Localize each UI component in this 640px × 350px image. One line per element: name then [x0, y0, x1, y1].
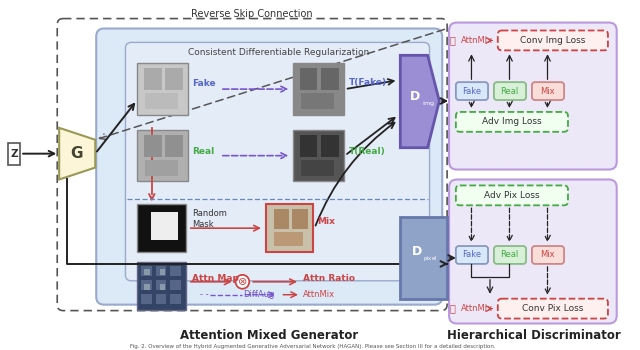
Bar — [165, 68, 183, 90]
Text: Attention Mixed Generator: Attention Mixed Generator — [180, 329, 358, 342]
Bar — [293, 63, 344, 115]
Text: Mix: Mix — [317, 217, 335, 226]
Text: Z: Z — [10, 149, 18, 159]
Bar — [159, 269, 165, 275]
Text: Reverse Skip Connection: Reverse Skip Connection — [191, 9, 313, 19]
FancyBboxPatch shape — [532, 246, 564, 264]
Text: - -: - - — [200, 290, 208, 299]
Bar — [274, 209, 289, 229]
Bar — [8, 143, 20, 164]
Bar — [156, 294, 166, 304]
Bar — [151, 212, 178, 240]
Text: T(Fake): T(Fake) — [349, 78, 387, 87]
FancyBboxPatch shape — [494, 82, 526, 100]
FancyBboxPatch shape — [498, 30, 608, 50]
Bar — [301, 93, 334, 109]
FancyBboxPatch shape — [494, 246, 526, 264]
Bar — [156, 266, 166, 276]
Text: Fake: Fake — [192, 79, 216, 88]
Text: Real: Real — [500, 251, 518, 259]
Bar — [159, 284, 165, 290]
Bar — [170, 266, 181, 276]
Text: Conv Pix Loss: Conv Pix Loss — [522, 304, 583, 313]
Text: Hierarchical Discriminator: Hierarchical Discriminator — [447, 329, 621, 342]
Text: Mix: Mix — [540, 251, 555, 259]
Text: ⏱: ⏱ — [449, 35, 455, 46]
Text: Random
Mask: Random Mask — [192, 209, 227, 229]
Text: DiffAug: DiffAug — [243, 290, 275, 299]
Bar — [145, 160, 178, 175]
Text: ⏱: ⏱ — [449, 303, 455, 314]
Text: $_{\mathrm{pixel}}$: $_{\mathrm{pixel}}$ — [423, 254, 437, 264]
FancyBboxPatch shape — [449, 22, 617, 169]
Text: AttnMix: AttnMix — [461, 36, 493, 45]
FancyBboxPatch shape — [456, 246, 488, 264]
Bar — [137, 130, 188, 181]
Bar — [293, 130, 344, 181]
Text: T(Real): T(Real) — [349, 147, 385, 156]
Bar — [165, 135, 183, 157]
FancyBboxPatch shape — [449, 180, 617, 323]
Polygon shape — [401, 55, 439, 148]
Bar — [156, 280, 166, 290]
Text: AttnMix: AttnMix — [303, 290, 335, 299]
Bar — [300, 135, 317, 157]
Text: Adv Pix Loss: Adv Pix Loss — [484, 191, 540, 200]
FancyBboxPatch shape — [456, 82, 488, 100]
Bar — [321, 135, 339, 157]
FancyBboxPatch shape — [125, 42, 429, 281]
Polygon shape — [59, 128, 95, 180]
Bar — [321, 68, 339, 90]
Text: $\mathbf{D}$: $\mathbf{D}$ — [411, 245, 422, 258]
FancyBboxPatch shape — [532, 82, 564, 100]
Text: ⊗: ⊗ — [237, 277, 247, 287]
Bar — [141, 280, 152, 290]
Bar — [141, 266, 152, 276]
Text: G: G — [70, 146, 83, 161]
Bar — [300, 68, 317, 90]
Bar — [266, 204, 312, 252]
Text: Attn Ratio: Attn Ratio — [303, 274, 355, 283]
Text: Fake: Fake — [462, 86, 481, 96]
Text: Fake: Fake — [462, 251, 481, 259]
Bar — [144, 269, 150, 275]
Bar — [170, 280, 181, 290]
Bar — [137, 262, 186, 310]
Bar — [144, 135, 161, 157]
Text: Consistent Differentiable Regularization: Consistent Differentiable Regularization — [188, 48, 369, 57]
Bar — [274, 232, 303, 246]
Bar — [137, 63, 188, 115]
FancyBboxPatch shape — [456, 112, 568, 132]
Bar — [141, 294, 152, 304]
FancyBboxPatch shape — [456, 186, 568, 205]
Text: AttnMix: AttnMix — [461, 304, 493, 313]
Bar — [401, 217, 447, 299]
Text: $\mathbf{D}$: $\mathbf{D}$ — [409, 90, 420, 103]
Text: Real: Real — [500, 86, 518, 96]
FancyBboxPatch shape — [498, 299, 608, 318]
Bar — [301, 160, 334, 175]
Bar — [292, 209, 308, 229]
Text: Conv Img Loss: Conv Img Loss — [520, 36, 585, 45]
Text: Adv Img Loss: Adv Img Loss — [482, 117, 541, 126]
Text: $_{\mathrm{img}}$: $_{\mathrm{img}}$ — [422, 99, 435, 109]
Text: Real: Real — [192, 147, 214, 156]
Text: Attn Map: Attn Map — [192, 274, 239, 283]
Bar — [144, 284, 150, 290]
FancyBboxPatch shape — [96, 28, 442, 305]
Bar — [170, 294, 181, 304]
Text: Mix: Mix — [540, 86, 555, 96]
Text: Fig. 2. Overview of the Hybrid Augmented Generative Adversarial Network (HAGAN).: Fig. 2. Overview of the Hybrid Augmented… — [130, 344, 495, 349]
Circle shape — [236, 275, 249, 289]
Bar — [137, 204, 186, 252]
Bar — [144, 68, 161, 90]
Bar — [145, 93, 178, 109]
